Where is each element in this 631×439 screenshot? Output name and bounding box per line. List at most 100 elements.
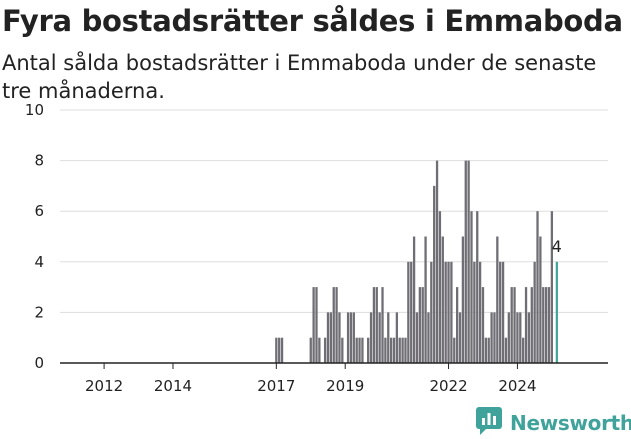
bar	[280, 337, 284, 363]
bar	[275, 337, 278, 363]
bar	[410, 261, 413, 363]
brand-name: Newsworthy	[510, 411, 631, 435]
bar	[513, 287, 516, 363]
bar	[421, 287, 424, 363]
x-tick-label: 2024	[498, 377, 536, 395]
bar	[456, 287, 459, 363]
bar	[361, 337, 364, 363]
bar	[550, 211, 554, 363]
bar	[510, 287, 513, 363]
bar	[519, 312, 522, 363]
highlight-bar	[555, 261, 558, 363]
bar	[478, 261, 482, 363]
bar	[412, 236, 416, 363]
x-axis: 2012 2014 2017 2019 2022 2024	[60, 362, 608, 395]
bar	[358, 337, 361, 363]
bar	[458, 312, 462, 363]
bar	[499, 261, 502, 363]
newsworthy-brand: Newsworthy	[476, 407, 631, 439]
bar	[496, 236, 499, 363]
gridlines	[60, 109, 608, 313]
bar	[542, 287, 545, 363]
bar	[461, 236, 465, 363]
bar	[464, 160, 467, 363]
bar	[369, 312, 373, 363]
x-tick-label: 2012	[85, 377, 123, 395]
bar	[467, 160, 470, 363]
bar	[493, 312, 496, 363]
chart-title: Fyra bostadsrätter såldes i Emmaboda	[2, 4, 623, 38]
bar	[533, 261, 536, 363]
bar	[315, 287, 318, 363]
bar	[504, 337, 508, 363]
bar	[392, 337, 396, 363]
bar	[329, 312, 332, 363]
x-tick-label: 2017	[257, 377, 295, 395]
bar	[375, 287, 378, 363]
y-tick-label: 10	[25, 101, 44, 119]
bar	[338, 312, 341, 363]
y-axis-tick-labels: 0 2 4 6 8 10	[25, 101, 44, 372]
x-tick-label: 2022	[429, 377, 467, 395]
bar	[335, 287, 338, 363]
y-tick-label: 8	[34, 152, 44, 170]
newsworthy-logo-icon	[476, 407, 502, 439]
bar	[539, 236, 542, 363]
bar	[312, 287, 315, 363]
bar	[435, 160, 439, 363]
bar	[530, 287, 533, 363]
bar	[309, 337, 312, 363]
bar	[278, 337, 281, 363]
bar	[395, 312, 399, 363]
bar	[418, 287, 421, 363]
bar	[427, 312, 430, 363]
bar	[318, 337, 321, 363]
bar	[470, 211, 473, 363]
bar	[372, 287, 376, 363]
bar	[407, 261, 410, 363]
bar	[346, 312, 350, 363]
bar	[444, 261, 447, 363]
bar	[389, 337, 393, 363]
bar	[326, 312, 330, 363]
bar	[473, 261, 476, 363]
data-labels: 4	[552, 237, 562, 256]
x-tick-label: 2014	[154, 377, 192, 395]
bar	[450, 261, 453, 363]
bar	[367, 337, 370, 363]
bar	[476, 211, 479, 363]
bar	[484, 337, 487, 363]
bar	[415, 312, 419, 363]
bar	[349, 312, 353, 363]
bar	[536, 211, 539, 363]
bar	[547, 287, 551, 363]
bar	[453, 337, 456, 363]
bar	[522, 337, 525, 363]
bar	[487, 337, 490, 363]
bar	[527, 312, 531, 363]
highlight-value-label: 4	[552, 237, 562, 256]
bar	[501, 261, 505, 363]
bar	[544, 287, 548, 363]
y-tick-label: 6	[34, 202, 44, 220]
bar	[387, 312, 390, 363]
bar	[490, 312, 493, 363]
x-tick-label: 2019	[326, 377, 364, 395]
bars	[275, 160, 558, 363]
chart-subtitle: Antal sålda bostadsrätter i Emmaboda und…	[2, 51, 597, 103]
bar	[438, 211, 442, 363]
bar	[516, 312, 519, 363]
bar	[323, 337, 327, 363]
bar	[404, 337, 407, 363]
bar	[378, 312, 381, 363]
bar	[481, 287, 485, 363]
bar	[398, 337, 401, 363]
bar	[524, 287, 528, 363]
bar	[381, 287, 384, 363]
bar	[447, 261, 450, 363]
y-tick-label: 0	[34, 354, 44, 372]
y-tick-label: 2	[34, 303, 44, 321]
bar	[401, 337, 404, 363]
bar	[352, 312, 355, 363]
